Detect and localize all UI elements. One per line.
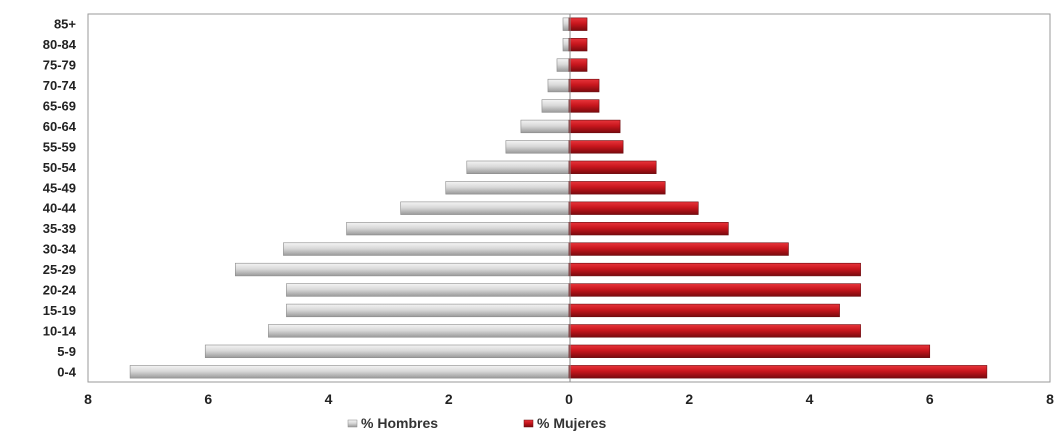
category-label: 35-39: [43, 221, 76, 236]
bar-hombres-35-39: [346, 222, 570, 236]
category-label: 80-84: [43, 37, 77, 52]
bar-mujeres-45-49: [568, 181, 666, 195]
x-tick-label: 8: [1046, 391, 1054, 407]
bars-layer: [129, 17, 988, 379]
category-label: 0-4: [57, 364, 77, 379]
bar-hombres-80-84: [562, 38, 570, 52]
category-label: 10-14: [43, 323, 77, 338]
x-tick-labels: 8 6 4 2 0 2 4 6 8: [84, 391, 1054, 407]
category-label: 20-24: [43, 283, 77, 298]
legend: % Hombres % Mujeres: [347, 415, 606, 431]
bar-hombres-65-69: [541, 99, 570, 113]
bar-mujeres-30-34: [568, 242, 789, 256]
x-tick-label: 2: [445, 391, 453, 407]
bar-mujeres-70-74: [568, 78, 600, 93]
bar-mujeres-5-9: [568, 344, 931, 358]
bar-mujeres-65-69: [568, 99, 600, 113]
bar-mujeres-40-44: [568, 201, 699, 215]
bar-mujeres-10-14: [568, 324, 861, 338]
bar-mujeres-35-39: [568, 222, 729, 236]
category-label: 85+: [54, 17, 76, 32]
bar-mujeres-85+: [568, 17, 588, 31]
x-tick-label: 6: [204, 391, 212, 407]
category-labels: 85+ 80-84 75-79 70-74 65-69 60-64 55-59 50-54 45…: [43, 17, 77, 380]
bar-hombres-10-14: [268, 324, 570, 338]
bar-mujeres-50-54: [568, 160, 657, 174]
legend-swatch-hombres: [347, 419, 358, 428]
category-label: 75-79: [43, 58, 76, 73]
category-label: 60-64: [43, 119, 77, 134]
bar-hombres-50-54: [466, 160, 570, 174]
x-tick-label: 8: [84, 391, 92, 407]
category-label: 40-44: [43, 201, 77, 216]
plot-area: [87, 13, 1051, 383]
legend-label-hombres: % Hombres: [361, 415, 438, 431]
x-tick-label: 4: [806, 391, 814, 407]
legend-swatch-mujeres: [523, 419, 534, 428]
bar-hombres-40-44: [400, 201, 570, 215]
bar-hombres-85+: [562, 17, 570, 31]
bar-mujeres-80-84: [568, 38, 588, 52]
bar-hombres-55-59: [505, 140, 570, 154]
legend-label-mujeres: % Mujeres: [537, 415, 606, 431]
category-label: 65-69: [43, 99, 76, 114]
category-label: 50-54: [43, 160, 77, 175]
category-label: 70-74: [43, 78, 77, 93]
category-label: 5-9: [57, 344, 76, 359]
bar-hombres-0-4: [129, 365, 570, 379]
bar-hombres-5-9: [204, 344, 570, 358]
bar-hombres-30-34: [283, 242, 570, 256]
bar-mujeres-25-29: [568, 262, 861, 277]
category-label: 25-29: [43, 262, 76, 277]
bar-mujeres-55-59: [568, 140, 624, 154]
bar-mujeres-60-64: [568, 119, 621, 134]
category-label: 55-59: [43, 139, 76, 154]
x-tick-label: 4: [325, 391, 333, 407]
bar-hombres-45-49: [445, 181, 570, 195]
x-tick-label: 6: [926, 391, 934, 407]
bar-hombres-60-64: [520, 119, 570, 134]
bar-mujeres-75-79: [568, 58, 588, 72]
legend-item-mujeres: % Mujeres: [523, 415, 606, 431]
bar-hombres-70-74: [547, 78, 570, 93]
legend-item-hombres: % Hombres: [347, 415, 438, 431]
x-tick-label: 2: [685, 391, 693, 407]
bar-mujeres-0-4: [568, 365, 988, 379]
bar-mujeres-20-24: [568, 283, 861, 297]
x-tick-label: 0: [565, 391, 573, 407]
bar-hombres-25-29: [235, 262, 570, 277]
category-label: 30-34: [43, 242, 77, 257]
bar-mujeres-15-19: [568, 303, 840, 318]
bar-hombres-75-79: [556, 58, 570, 72]
category-label: 15-19: [43, 303, 76, 318]
bar-hombres-20-24: [286, 283, 570, 297]
category-label: 45-49: [43, 180, 76, 195]
bar-hombres-15-19: [286, 303, 570, 318]
